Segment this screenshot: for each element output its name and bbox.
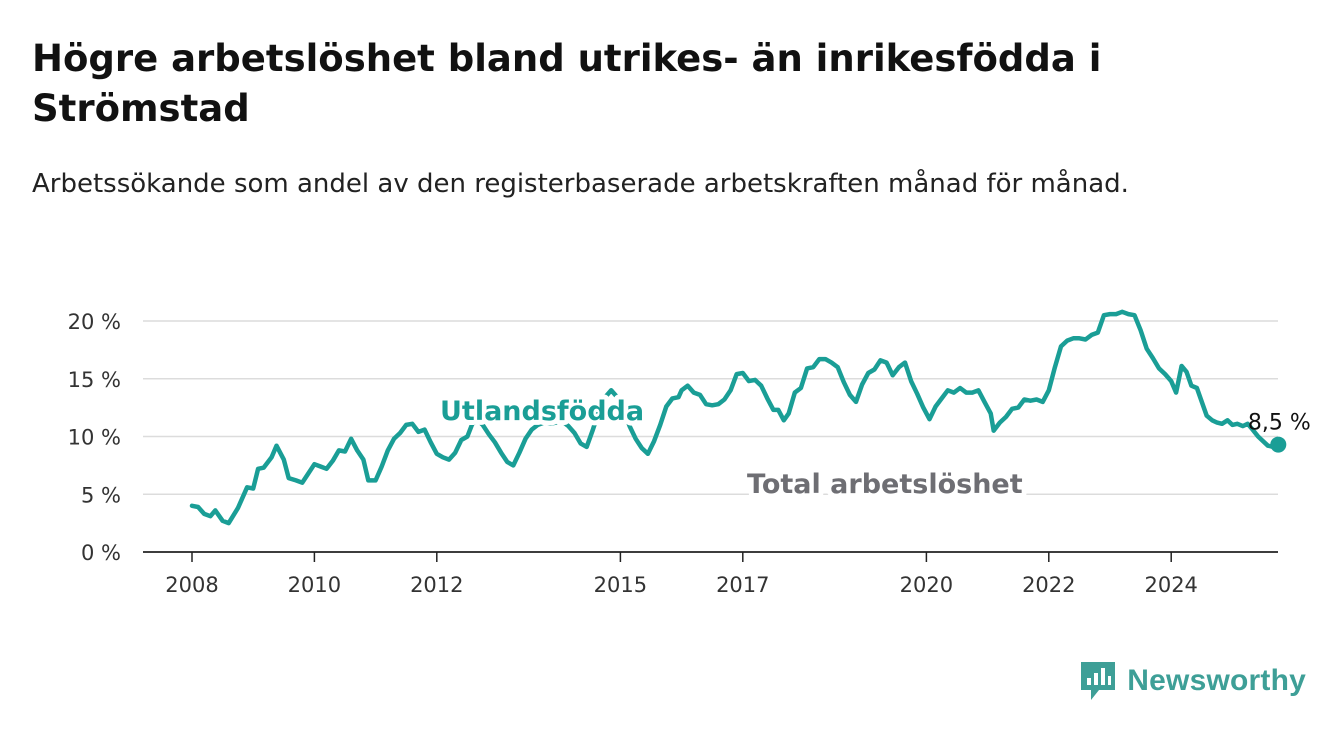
- line-utlandsfodda: [189, 309, 1281, 526]
- brand-name: Newsworthy: [1127, 664, 1306, 697]
- y-axis-ticks: 0 % 5 % 10 % 15 % 20 %: [68, 310, 121, 565]
- y-tick-label: 15 %: [68, 368, 121, 392]
- series-labels: 8,5 % Utlandsfödda Total arbetslöshet: [435, 391, 1311, 505]
- grid-lines: [143, 320, 1278, 553]
- series-lines: [189, 309, 1287, 526]
- y-tick-label: 0 %: [81, 541, 121, 565]
- x-tick-label: 2008: [165, 573, 218, 597]
- x-axis-ticks: 2008 2010 2012 2015 2017 2020 2022 2024: [165, 552, 1198, 597]
- x-tick-label: 2010: [288, 573, 341, 597]
- x-tick-label: 2015: [594, 573, 647, 597]
- x-tick-label: 2024: [1144, 573, 1197, 597]
- end-value-label-utlandsfodda: 8,5 %: [1248, 411, 1311, 436]
- series-label-utlandsfodda: Utlandsfödda: [440, 396, 644, 427]
- x-tick-label: 2020: [900, 573, 953, 597]
- y-tick-label: 20 %: [68, 310, 121, 334]
- newsworthy-logo-icon: [1081, 662, 1116, 700]
- newsworthy-brand: Newsworthy: [1079, 661, 1306, 701]
- y-tick-label: 10 %: [68, 426, 121, 450]
- chart-subtitle: Arbetssökande som andel av den registerb…: [32, 169, 1129, 199]
- chart-title: Högre arbetslöshet bland utrikes- än inr…: [32, 37, 1102, 130]
- x-tick-label: 2022: [1022, 573, 1075, 597]
- x-tick-label: 2017: [716, 573, 769, 597]
- end-dot-utlandsfodda: [1270, 436, 1287, 453]
- series-label-total-arbetsloshet: Total arbetslöshet: [747, 469, 1023, 500]
- y-tick-label: 5 %: [81, 483, 121, 507]
- x-tick-label: 2012: [410, 573, 463, 597]
